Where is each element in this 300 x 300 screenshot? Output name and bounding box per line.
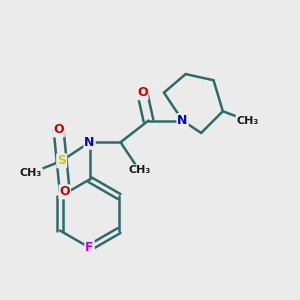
Text: F: F bbox=[85, 241, 94, 254]
Text: CH₃: CH₃ bbox=[128, 165, 150, 175]
Text: O: O bbox=[59, 185, 70, 198]
Text: CH₃: CH₃ bbox=[20, 168, 42, 178]
Text: CH₃: CH₃ bbox=[236, 116, 259, 126]
Text: S: S bbox=[57, 154, 66, 167]
Text: N: N bbox=[177, 114, 188, 127]
Text: N: N bbox=[84, 136, 95, 149]
Text: O: O bbox=[137, 86, 148, 99]
Text: O: O bbox=[53, 123, 64, 136]
